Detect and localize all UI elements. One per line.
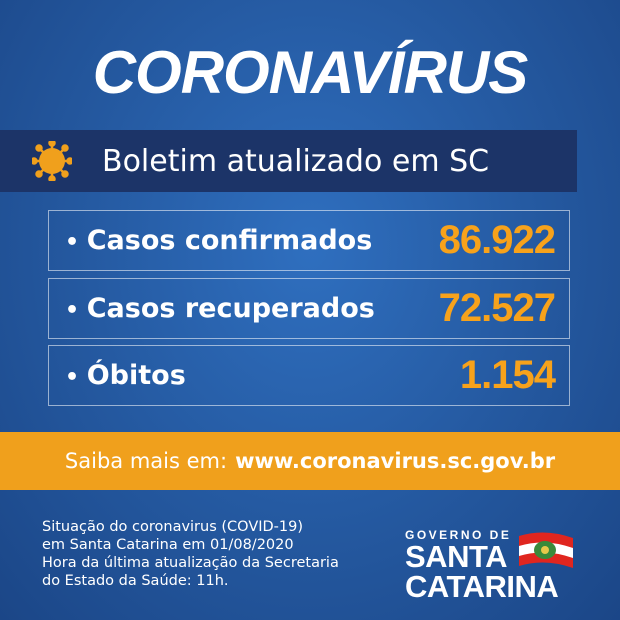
stat-value: 72.527	[438, 286, 556, 330]
bulletin-banner: Boletim atualizado em SC	[0, 130, 577, 192]
government-logo: GOVERNO DE SANTA CATARINA	[405, 528, 559, 604]
logo-line: GOVERNO DE	[405, 528, 512, 542]
footer-line: em Santa Catarina em 01/08/2020	[42, 537, 294, 553]
stat-confirmed: Casos confirmados 86.922	[48, 210, 570, 271]
footer-note: Situação do coronavirus (COVID-19) em Sa…	[42, 518, 339, 590]
stat-value: 86.922	[438, 218, 556, 262]
stat-label: Óbitos	[65, 360, 186, 391]
banner-text: Boletim atualizado em SC	[102, 143, 490, 179]
stat-label: Casos recuperados	[65, 293, 375, 324]
more-info-bar: Saiba mais em: www.coronavirus.sc.gov.br	[0, 432, 620, 490]
more-info-label: Saiba mais em:	[64, 449, 228, 473]
more-info-link[interactable]: www.coronavirus.sc.gov.br	[235, 449, 556, 473]
footer-line: Situação do coronavirus (COVID-19)	[42, 519, 304, 535]
virus-icon	[32, 141, 72, 181]
stat-deaths: Óbitos 1.154	[48, 345, 570, 406]
stat-value: 1.154	[459, 353, 556, 397]
footer-line: Hora da última atualização da Secretaria	[42, 555, 339, 571]
stat-label: Casos confirmados	[65, 225, 373, 256]
page-title: CORONAVÍRUS	[92, 39, 529, 106]
stat-recovered: Casos recuperados 72.527	[48, 278, 570, 339]
footer-line: do Estado da Saúde: 11h.	[42, 573, 229, 589]
logo-line: SANTA	[405, 539, 507, 574]
logo-line: CATARINA	[405, 569, 559, 604]
flag-icon	[519, 532, 573, 568]
